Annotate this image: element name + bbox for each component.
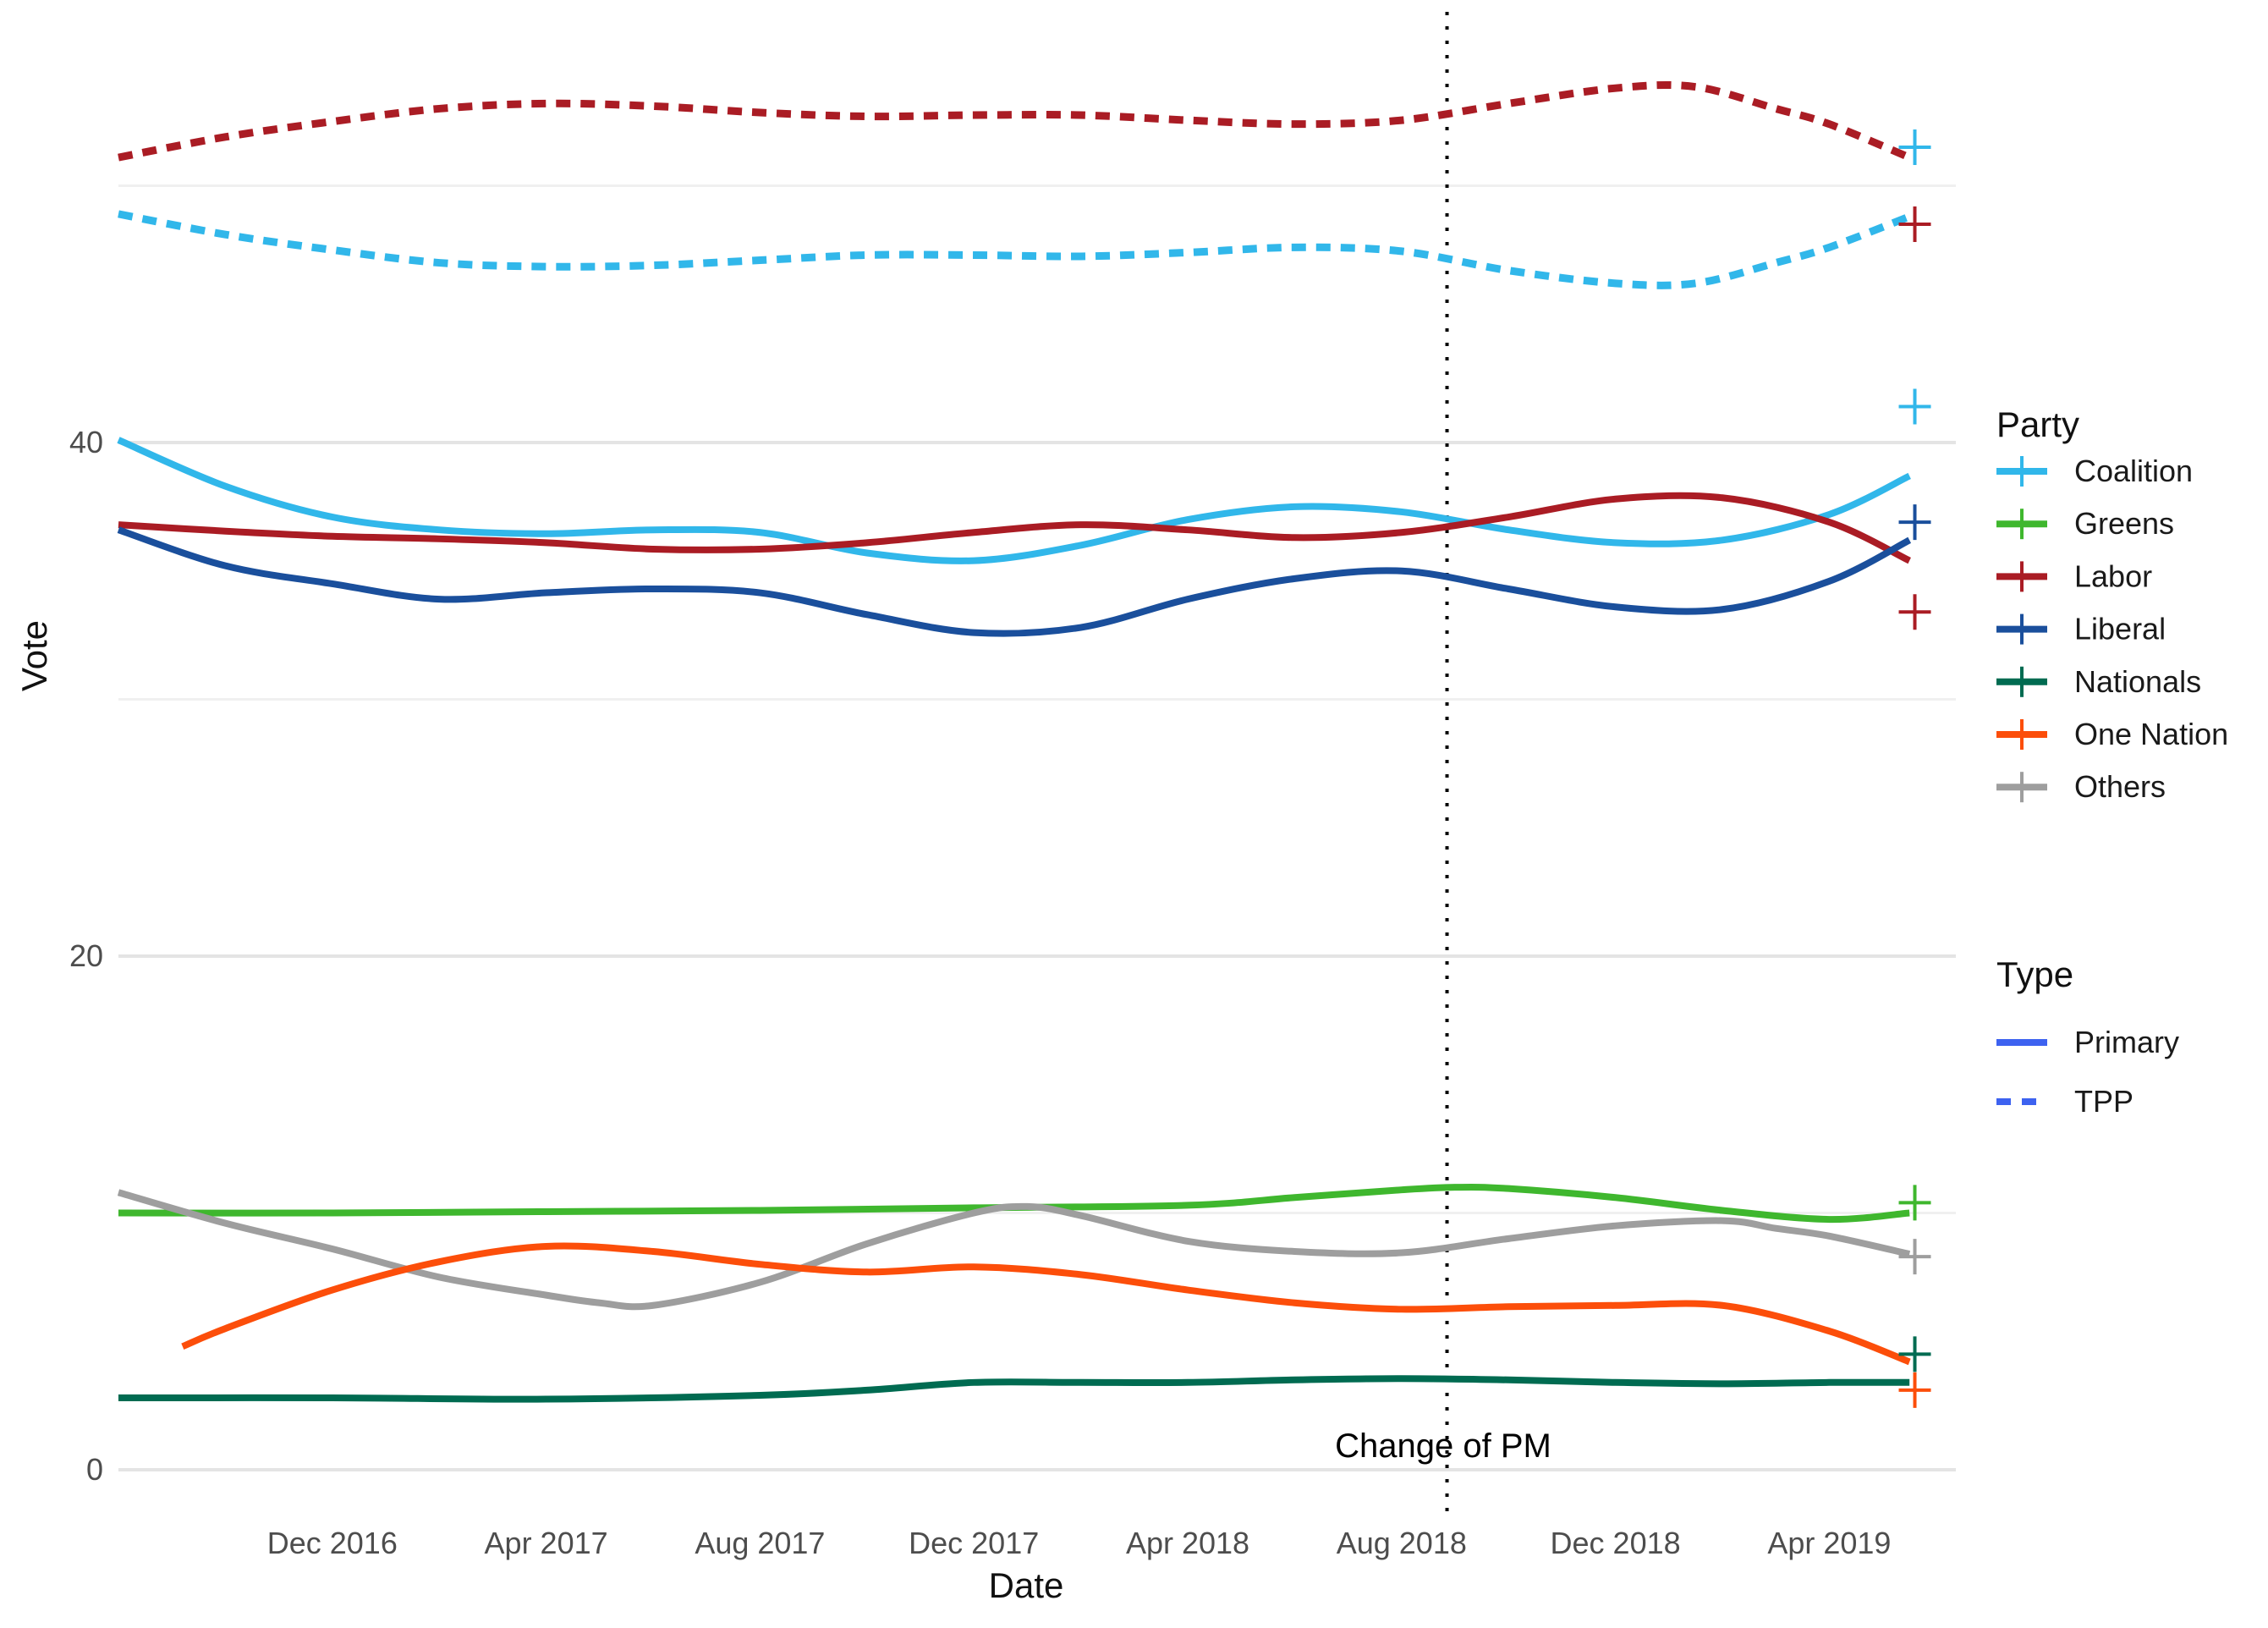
y-axis-title: Vote — [14, 620, 54, 691]
y-tick-label: 0 — [86, 1452, 103, 1487]
legend-label: Nationals — [2074, 664, 2201, 699]
election-result-marker-labor-tpp — [1898, 206, 1931, 243]
series-line-greens-primary — [118, 1183, 1910, 1224]
series-line-others-primary — [117, 1189, 1911, 1311]
legend-item-others: Others — [1996, 769, 2166, 804]
series-line-nationals-primary — [118, 1375, 1910, 1403]
y-tick-label: 20 — [69, 938, 103, 973]
election-result-marker-liberal-primary — [1898, 504, 1931, 541]
x-axis-title: Date — [989, 1565, 1064, 1605]
x-tick-label: Aug 2017 — [695, 1526, 825, 1560]
party-legend-title: Party — [1996, 404, 2079, 444]
legend-label: Coalition — [2074, 454, 2193, 488]
election-result-marker-greens-primary — [1898, 1185, 1931, 1221]
x-tick-label: Aug 2018 — [1337, 1526, 1467, 1560]
election-result-marker-coalition-primary — [1898, 388, 1931, 425]
series-line-labor-primary — [118, 492, 1911, 564]
election-result-markers — [1898, 129, 1931, 1408]
election-result-marker-nationals-primary — [1898, 1336, 1931, 1372]
x-tick-label: Apr 2017 — [485, 1526, 608, 1560]
legend-label: Greens — [2074, 506, 2174, 541]
series-line-liberal-primary — [117, 526, 1912, 637]
legend-item-labor: Labor — [1996, 558, 2152, 593]
legend-item-one-nation: One Nation — [1996, 717, 2228, 751]
election-result-marker-coalition-tpp — [1898, 129, 1931, 165]
legend-label: TPP — [2074, 1084, 2133, 1119]
legend-label: Primary — [2074, 1025, 2179, 1059]
legend-item-coalition: Coalition — [1996, 454, 2193, 488]
legend-item-nationals: Nationals — [1996, 664, 2201, 699]
legend: Party Type Coalition Greens Labor Liberal Na… — [1996, 404, 2228, 1119]
legend-item-liberal: Liberal — [1996, 612, 2166, 646]
legend-label: Labor — [2074, 558, 2152, 593]
gridlines — [118, 12, 1956, 1515]
axis-tick-labels: 0 20 40 Dec 2016 Apr 2017 Aug 2017 Dec 2017 Apr… — [69, 425, 1892, 1560]
x-tick-label: Dec 2018 — [1551, 1526, 1681, 1560]
x-tick-label: Dec 2016 — [267, 1526, 398, 1560]
legend-label: Others — [2074, 769, 2166, 804]
change-of-pm-label: Change of PM — [1335, 1427, 1551, 1465]
election-result-marker-others-primary — [1898, 1239, 1931, 1275]
election-result-marker-labor-primary — [1898, 594, 1931, 630]
legend-item-primary: Primary — [1996, 1025, 2179, 1059]
type-legend-title: Type — [1996, 954, 2073, 994]
series-line-coalition-primary — [117, 437, 1911, 564]
series-line-one-nation-primary — [181, 1242, 1911, 1366]
series-lines — [117, 80, 1912, 1403]
election-result-marker-one-nation-primary — [1898, 1372, 1931, 1408]
legend-label: Liberal — [2074, 612, 2166, 646]
x-tick-label: Apr 2018 — [1126, 1526, 1249, 1560]
y-tick-label: 40 — [69, 425, 103, 459]
legend-item-greens: Greens — [1996, 506, 2174, 541]
x-tick-label: Dec 2017 — [909, 1526, 1039, 1560]
x-tick-label: Apr 2019 — [1767, 1526, 1891, 1560]
legend-item-tpp: TPP — [1996, 1084, 2133, 1119]
legend-label: One Nation — [2074, 717, 2228, 751]
series-line-labor-tpp — [118, 80, 1911, 162]
series-line-coalition-tpp — [118, 210, 1911, 289]
